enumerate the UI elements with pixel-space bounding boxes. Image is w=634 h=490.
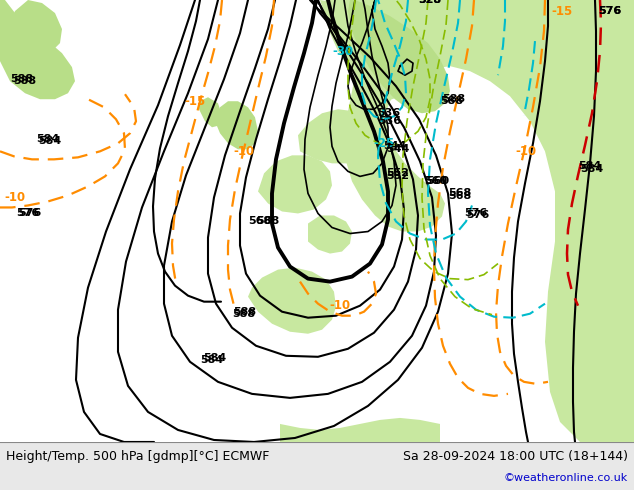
Text: 568: 568 [448, 189, 472, 198]
Text: 584: 584 [36, 134, 60, 145]
Text: 568: 568 [448, 192, 472, 201]
Text: 536: 536 [378, 116, 401, 126]
Text: 588: 588 [13, 76, 37, 86]
Text: 584: 584 [580, 164, 604, 174]
Text: ©weatheronline.co.uk: ©weatheronline.co.uk [504, 473, 628, 483]
Polygon shape [298, 109, 380, 163]
Text: 576: 576 [16, 208, 39, 219]
Text: 576: 576 [18, 208, 42, 219]
Text: 584: 584 [578, 161, 602, 172]
Text: 588: 588 [233, 307, 257, 317]
Polygon shape [215, 101, 258, 149]
Polygon shape [280, 418, 440, 442]
Text: 576: 576 [467, 211, 489, 220]
Text: 552: 552 [387, 172, 410, 181]
Text: 560: 560 [424, 176, 448, 186]
Polygon shape [0, 0, 75, 99]
Text: 584: 584 [200, 355, 224, 365]
Text: -15: -15 [552, 4, 573, 18]
Polygon shape [248, 268, 336, 334]
Text: 528: 528 [418, 0, 441, 5]
Text: 528: 528 [418, 0, 441, 5]
Text: -30: -30 [332, 45, 354, 58]
Text: -15: -15 [184, 95, 205, 108]
Text: 568: 568 [249, 217, 271, 226]
Polygon shape [320, 0, 634, 442]
Text: 552: 552 [387, 169, 410, 178]
Text: Sa 28-09-2024 18:00 UTC (18+144): Sa 28-09-2024 18:00 UTC (18+144) [403, 450, 628, 464]
Polygon shape [8, 0, 62, 56]
Text: 588: 588 [10, 74, 34, 84]
Text: -10: -10 [515, 145, 536, 158]
Text: 536: 536 [377, 108, 401, 118]
Text: 584: 584 [204, 353, 226, 363]
Polygon shape [348, 0, 450, 113]
Text: 588: 588 [233, 309, 256, 318]
Text: 544: 544 [384, 141, 406, 151]
Text: 584: 584 [39, 136, 61, 147]
Polygon shape [308, 216, 352, 253]
Text: 576: 576 [598, 6, 621, 16]
Text: -10: -10 [233, 145, 255, 158]
Polygon shape [320, 0, 415, 99]
Text: 576: 576 [598, 6, 621, 16]
Polygon shape [198, 97, 222, 127]
Text: -25: -25 [373, 137, 394, 150]
Text: 568: 568 [256, 217, 280, 226]
Text: 588: 588 [443, 94, 465, 104]
Text: 544: 544 [386, 145, 410, 154]
Polygon shape [258, 155, 332, 214]
Text: Height/Temp. 500 hPa [gdmp][°C] ECMWF: Height/Temp. 500 hPa [gdmp][°C] ECMWF [6, 450, 269, 464]
Text: -10: -10 [330, 299, 351, 312]
Text: 576: 576 [464, 208, 488, 219]
Text: 560: 560 [427, 176, 450, 186]
Text: -10: -10 [4, 191, 25, 204]
Text: 588: 588 [441, 96, 463, 106]
